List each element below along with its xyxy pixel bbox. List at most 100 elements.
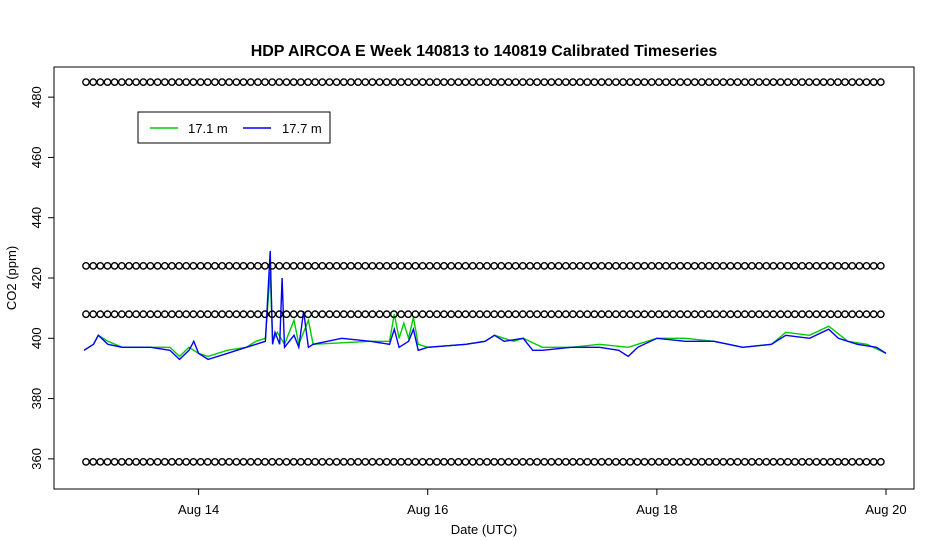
- marker-point: [690, 78, 699, 87]
- marker-point: [826, 457, 835, 466]
- marker-point: [655, 261, 663, 270]
- marker-point: [597, 310, 606, 319]
- marker-point: [389, 457, 398, 466]
- marker-point: [712, 261, 720, 270]
- marker-point: [855, 261, 864, 270]
- marker-point: [153, 457, 162, 466]
- marker-point: [676, 261, 685, 270]
- marker-point: [160, 457, 169, 466]
- marker-point: [418, 78, 427, 87]
- marker-point: [296, 310, 305, 319]
- marker-point: [655, 78, 663, 87]
- chart-title: HDP AIRCOA E Week 140813 to 140819 Calib…: [251, 43, 718, 60]
- marker-point: [182, 310, 191, 319]
- marker-point: [311, 261, 319, 270]
- marker-point: [740, 78, 749, 87]
- marker-point: [397, 78, 405, 87]
- marker-point: [375, 78, 384, 87]
- marker-point: [791, 78, 799, 87]
- marker-point: [397, 457, 405, 466]
- marker-point: [103, 457, 112, 466]
- marker-point: [626, 457, 635, 466]
- marker-point: [619, 457, 627, 466]
- marker-point: [146, 261, 155, 270]
- marker-point: [218, 261, 227, 270]
- marker-point: [762, 457, 771, 466]
- marker-point: [218, 78, 227, 87]
- marker-point: [798, 261, 806, 270]
- marker-point: [132, 310, 141, 319]
- marker-point: [418, 310, 427, 319]
- marker-point: [812, 310, 821, 319]
- marker-point: [189, 457, 198, 466]
- x-axis-label: Date (UTC): [451, 522, 517, 537]
- marker-point: [210, 78, 219, 87]
- marker-point: [647, 457, 656, 466]
- marker-point: [640, 310, 649, 319]
- marker-point: [583, 261, 592, 270]
- marker-point: [855, 78, 864, 87]
- marker-point: [89, 457, 98, 466]
- marker-point: [440, 78, 448, 87]
- marker-point: [826, 310, 835, 319]
- marker-point: [110, 78, 119, 87]
- marker-point: [354, 310, 362, 319]
- marker-point: [554, 310, 563, 319]
- marker-point: [733, 457, 742, 466]
- marker-point: [218, 457, 227, 466]
- marker-point: [597, 261, 606, 270]
- marker-point: [690, 310, 699, 319]
- marker-point: [382, 261, 391, 270]
- marker-point: [125, 457, 133, 466]
- marker-point: [740, 261, 749, 270]
- y-tick-label: 400: [29, 327, 44, 349]
- marker-point: [139, 310, 148, 319]
- marker-point: [325, 261, 334, 270]
- marker-point: [475, 457, 484, 466]
- marker-point: [518, 261, 527, 270]
- marker-point: [762, 310, 771, 319]
- legend: 17.1 m 17.7 m: [137, 111, 331, 144]
- marker-point: [791, 261, 799, 270]
- marker-point: [533, 261, 541, 270]
- marker-point: [261, 310, 269, 319]
- marker-point: [425, 310, 434, 319]
- marker-point: [633, 78, 642, 87]
- marker-point: [132, 457, 141, 466]
- marker-point: [397, 261, 405, 270]
- marker-point: [705, 310, 713, 319]
- marker-point: [411, 261, 420, 270]
- marker-point: [647, 78, 656, 87]
- marker-point: [504, 261, 513, 270]
- marker-point: [332, 78, 341, 87]
- marker-point: [576, 310, 584, 319]
- marker-point: [318, 310, 327, 319]
- marker-point: [604, 457, 613, 466]
- x-tick-label: Aug 20: [865, 502, 906, 517]
- marker-point: [876, 78, 885, 87]
- marker-point: [733, 310, 742, 319]
- marker-point: [848, 310, 857, 319]
- marker-point: [862, 261, 871, 270]
- marker-point: [232, 261, 241, 270]
- marker-point: [719, 78, 728, 87]
- marker-point: [103, 310, 112, 319]
- marker-point: [454, 310, 463, 319]
- y-tick-label: 460: [29, 147, 44, 169]
- marker-point: [697, 310, 706, 319]
- marker-point: [518, 310, 527, 319]
- marker-point: [633, 457, 642, 466]
- y-axis: 360 380 400 420 440 460 480: [29, 86, 54, 470]
- marker-point: [633, 310, 642, 319]
- marker-point: [153, 261, 162, 270]
- marker-point: [726, 78, 735, 87]
- marker-point: [454, 261, 463, 270]
- marker-point: [361, 78, 370, 87]
- marker-point: [504, 310, 513, 319]
- x-tick-label: Aug 18: [636, 502, 677, 517]
- marker-point: [683, 261, 692, 270]
- marker-point: [318, 261, 327, 270]
- marker-point: [783, 78, 792, 87]
- marker-point: [869, 310, 878, 319]
